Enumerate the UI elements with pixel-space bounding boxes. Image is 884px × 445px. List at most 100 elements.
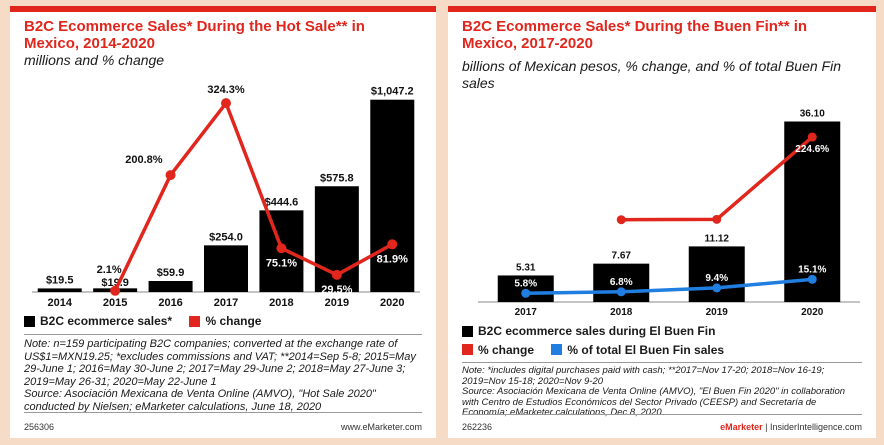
bar-value-label: $444.6	[265, 196, 299, 208]
bar-value-label: $59.9	[157, 267, 185, 279]
brand-link[interactable]: www.eMarketer.com	[340, 422, 422, 432]
share-value-label: 5.8%	[514, 278, 537, 289]
source-text: Source: Asociación Mexicana de Venta Onl…	[462, 386, 846, 418]
share-value-label: 15.1%	[798, 264, 826, 275]
bar-value-label: $1,047.2	[371, 86, 414, 98]
legend-item-change: % change	[189, 314, 261, 328]
legend-label: % change	[205, 314, 262, 328]
change-value-label: 29.5%	[321, 284, 352, 296]
legend-swatch-red	[462, 344, 473, 355]
legend-row: % change % of total El Buen Fin sales	[462, 343, 738, 359]
change-value-label: 200.8%	[125, 154, 163, 166]
x-tick-label: 2020	[801, 307, 824, 318]
divider	[24, 412, 422, 413]
x-tick-label: 2018	[610, 307, 633, 318]
hot-sale-chart-panel: B2C Ecommerce Sales* During the Hot Sale…	[10, 6, 436, 438]
bar	[37, 288, 82, 292]
legend-swatch-red	[189, 315, 201, 327]
divider	[24, 334, 422, 335]
bar	[370, 99, 415, 292]
change-point	[712, 214, 722, 224]
brand-link[interactable]: eMarketer | InsiderIntelligence.com	[720, 422, 862, 432]
brand-separator: |	[762, 422, 770, 432]
chart-subtitle: billions of Mexican pesos, % change, and…	[462, 58, 841, 91]
share-point	[521, 288, 531, 298]
chart-note: Note: *includes digital purchases paid w…	[462, 365, 862, 419]
share-value-label: 9.4%	[705, 273, 728, 284]
brand-site: InsiderIntelligence.com	[769, 422, 862, 432]
x-tick-label: 2017	[214, 297, 238, 309]
legend-row: B2C ecommerce sales during El Buen Fin	[462, 324, 738, 340]
bar	[148, 281, 193, 292]
divider	[462, 414, 862, 415]
x-tick-label: 2014	[47, 297, 72, 309]
bar-value-label: $254.0	[209, 231, 243, 243]
change-point	[387, 239, 398, 250]
legend-swatch-black	[462, 325, 473, 337]
change-value-label: 324.3%	[207, 84, 245, 96]
change-value-label: 81.9%	[377, 253, 408, 265]
legend-label: B2C ecommerce sales*	[40, 314, 173, 328]
bar-value-label: 11.12	[705, 233, 730, 244]
legend-item-share: % of total El Buen Fin sales	[551, 343, 724, 357]
legend-swatch-black	[24, 315, 35, 327]
x-tick-label: 2019	[706, 307, 729, 318]
chart-subtitle: millions and % change	[24, 52, 165, 68]
change-point	[221, 98, 231, 109]
share-line	[525, 277, 813, 296]
bar-value-label: $19.5	[46, 274, 74, 286]
bar-value-label: 5.31	[516, 262, 536, 273]
change-point	[276, 243, 287, 254]
share-point	[712, 283, 722, 293]
x-tick-label: 2019	[325, 297, 349, 309]
buen-fin-chart: 2017 5.31 2018 7.67 2019 11.12 2020 36.10 5.8% 6.…	[478, 109, 860, 318]
change-value-label: 224.6%	[795, 144, 829, 155]
change-point	[165, 170, 176, 181]
chart-note: Note: n=159 participating B2C companies;…	[24, 338, 422, 413]
panel-accent-bar	[10, 6, 436, 12]
change-point	[110, 285, 121, 296]
note-text: Note: *includes digital purchases paid w…	[462, 365, 825, 387]
bar	[688, 246, 745, 302]
change-point	[331, 269, 342, 280]
panel-accent-bar	[448, 6, 876, 12]
change-point	[616, 215, 626, 225]
bar-value-label: $575.8	[320, 172, 354, 184]
bar-value-label: 7.67	[612, 251, 632, 262]
note-text: Note: n=159 participating B2C companies;…	[24, 338, 416, 388]
legend-item-sales: B2C ecommerce sales*	[24, 314, 172, 328]
change-line	[621, 135, 814, 222]
legend-swatch-blue	[551, 344, 563, 355]
change-line	[113, 101, 394, 292]
buen-fin-chart-panel: B2C Ecommerce Sales* During the Buen Fin…	[448, 6, 876, 438]
change-value-label: 75.1%	[266, 257, 297, 269]
legend-label: % of total El Buen Fin sales	[567, 342, 725, 357]
x-tick-label: 2018	[269, 297, 293, 309]
chart-title: B2C Ecommerce Sales* During the Buen Fin…	[462, 18, 808, 52]
chart-id: 262236	[462, 422, 493, 432]
change-value-label: 44.3%	[607, 227, 635, 238]
x-tick-label: 2020	[380, 297, 404, 309]
chart-legend: B2C ecommerce sales* % change	[24, 314, 275, 330]
bar	[204, 245, 248, 292]
bar-value-label: 36.10	[800, 109, 825, 120]
brand-name: eMarketer	[720, 422, 763, 432]
legend-label: B2C ecommerce sales during El Buen Fin	[478, 324, 716, 338]
share-point	[807, 274, 817, 284]
legend-item-change: % change	[462, 343, 534, 357]
hot-sale-chart: 2014$19.52015$19.92016$59.92017$254.0201…	[32, 84, 420, 309]
divider	[462, 362, 862, 363]
x-tick-label: 2015	[103, 297, 127, 309]
change-value-label: 45.1%	[703, 226, 731, 237]
chart-id: 256306	[24, 422, 55, 432]
chart-legend: B2C ecommerce sales during El Buen Fin %…	[462, 324, 738, 358]
change-point	[807, 132, 817, 142]
share-point	[616, 287, 626, 297]
source-text: Source: Asociación Mexicana de Venta Onl…	[24, 388, 376, 413]
x-tick-label: 2016	[158, 297, 182, 309]
share-value-label: 6.8%	[610, 277, 633, 288]
chart-title: B2C Ecommerce Sales* During the Hot Sale…	[24, 18, 365, 52]
legend-item-sales: B2C ecommerce sales during El Buen Fin	[462, 324, 715, 338]
legend-label: % change	[478, 342, 535, 357]
change-value-label: 2.1%	[97, 264, 122, 276]
